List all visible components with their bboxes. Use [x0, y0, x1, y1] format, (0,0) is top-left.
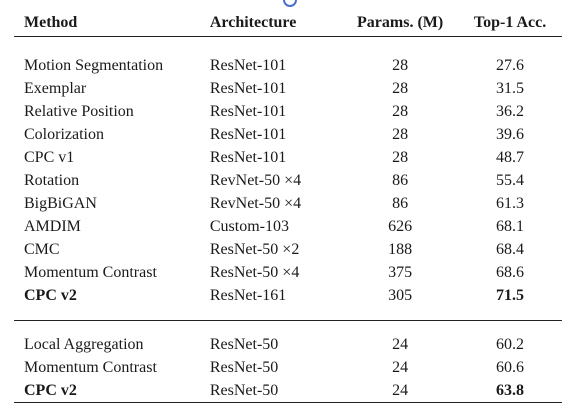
cell-method: AMDIM — [24, 218, 81, 235]
cell-params: 375 — [388, 264, 413, 281]
table-row: CPC v1 ResNet-101 28 48.7 — [14, 146, 562, 169]
cell-architecture: ResNet-101 — [209, 126, 287, 143]
cell-top1-acc: 63.8 — [458, 379, 562, 403]
table-row: BigBiGAN RevNet-50 ×4 86 61.3 — [14, 192, 562, 215]
cell-params: 24 — [342, 379, 459, 403]
cell-top1-acc: 60.2 — [496, 336, 525, 353]
cell-top1-acc: 71.5 — [496, 287, 525, 304]
cell-top1-acc: 55.4 — [496, 172, 525, 189]
table-row: Relative Position ResNet-101 28 36.2 — [14, 100, 562, 123]
cell-params: 86 — [392, 172, 409, 189]
cell-method: BigBiGAN — [24, 195, 97, 212]
cell-architecture: ResNet-101 — [209, 103, 287, 120]
cell-method: Momentum Contrast — [24, 359, 157, 376]
cell-params: 188 — [388, 241, 413, 258]
header-top1-acc: Top-1 Acc. — [458, 9, 562, 37]
spacer-row — [14, 37, 562, 55]
cell-method: CPC v1 — [24, 149, 75, 166]
cell-method: Exemplar — [24, 80, 87, 97]
header-params: Params. (M) — [342, 9, 459, 37]
table-row: Momentum Contrast ResNet-50 24 60.6 — [14, 356, 562, 379]
table-row: Local Aggregation ResNet-50 24 60.2 — [14, 333, 562, 356]
cropped-top-graphic — [0, 0, 576, 8]
table-row: Colorization ResNet-101 28 39.6 — [14, 123, 562, 146]
cell-architecture: ResNet-50 ×2 — [209, 241, 300, 258]
cell-params: 28 — [392, 103, 409, 120]
cell-params: 305 — [388, 287, 413, 304]
cell-params: 86 — [392, 195, 409, 212]
cell-top1-acc: 31.5 — [496, 80, 525, 97]
cell-method: CPC v2 — [14, 379, 210, 403]
header-architecture: Architecture — [209, 9, 343, 37]
cell-method: Colorization — [24, 126, 104, 143]
cell-top1-acc: 48.7 — [496, 149, 525, 166]
results-table: Method Architecture Params. (M) Top-1 Ac… — [14, 9, 562, 403]
cell-params: 28 — [392, 126, 409, 143]
cell-architecture: ResNet-101 — [209, 80, 287, 97]
table-row: CMC ResNet-50 ×2 188 68.4 — [14, 238, 562, 261]
table-body: Motion Segmentation ResNet-101 28 27.6 Exemp… — [14, 37, 562, 403]
cell-method: Momentum Contrast — [24, 264, 157, 281]
cell-method: Motion Segmentation — [24, 57, 164, 74]
header-row: Method Architecture Params. (M) Top-1 Ac… — [14, 9, 562, 37]
cell-method: CPC v2 — [24, 287, 77, 304]
table-row: Rotation RevNet-50 ×4 86 55.4 — [14, 169, 562, 192]
cell-top1-acc: 39.6 — [496, 126, 525, 143]
cell-top1-acc: 68.6 — [496, 264, 525, 281]
cell-params: 24 — [392, 359, 409, 376]
table-row: CPC v2 ResNet-161 305 71.5 — [14, 284, 562, 307]
cell-architecture: ResNet-101 — [209, 57, 287, 74]
cell-params: 24 — [392, 336, 409, 353]
table-row: AMDIM Custom-103 626 68.1 — [14, 215, 562, 238]
cell-architecture: ResNet-50 — [209, 379, 343, 403]
cell-architecture: RevNet-50 ×4 — [209, 172, 302, 189]
cell-params: 28 — [392, 57, 409, 74]
cell-method: Local Aggregation — [24, 336, 144, 353]
cell-architecture: ResNet-161 — [209, 287, 287, 304]
cell-architecture: ResNet-50 — [209, 359, 279, 376]
cell-top1-acc: 36.2 — [496, 103, 525, 120]
cell-top1-acc: 68.4 — [496, 241, 525, 258]
table-row: Exemplar ResNet-101 28 31.5 — [14, 77, 562, 100]
header-method: Method — [14, 9, 210, 37]
cell-architecture: ResNet-101 — [209, 149, 287, 166]
cell-architecture: ResNet-50 — [209, 336, 279, 353]
cell-method: Rotation — [24, 172, 80, 189]
cell-top1-acc: 61.3 — [496, 195, 525, 212]
cell-params: 28 — [392, 149, 409, 166]
cell-method: CMC — [24, 241, 60, 258]
cell-architecture: RevNet-50 ×4 — [209, 195, 302, 212]
cell-method: Relative Position — [24, 103, 134, 120]
table-row: Momentum Contrast ResNet-50 ×4 375 68.6 — [14, 261, 562, 284]
cell-architecture: Custom-103 — [209, 218, 289, 235]
table-row: Motion Segmentation ResNet-101 28 27.6 — [14, 54, 562, 77]
cell-top1-acc: 68.1 — [496, 218, 525, 235]
cell-params: 626 — [388, 218, 413, 235]
group-separator — [14, 307, 562, 321]
cell-params: 28 — [392, 80, 409, 97]
table-row: CPC v2 ResNet-50 24 63.8 — [14, 379, 562, 403]
cropped-blue-mark — [283, 0, 297, 7]
cell-top1-acc: 27.6 — [496, 57, 525, 74]
cell-architecture: ResNet-50 ×4 — [209, 264, 300, 281]
cell-top1-acc: 60.6 — [496, 359, 525, 376]
spacer-row — [14, 321, 562, 334]
